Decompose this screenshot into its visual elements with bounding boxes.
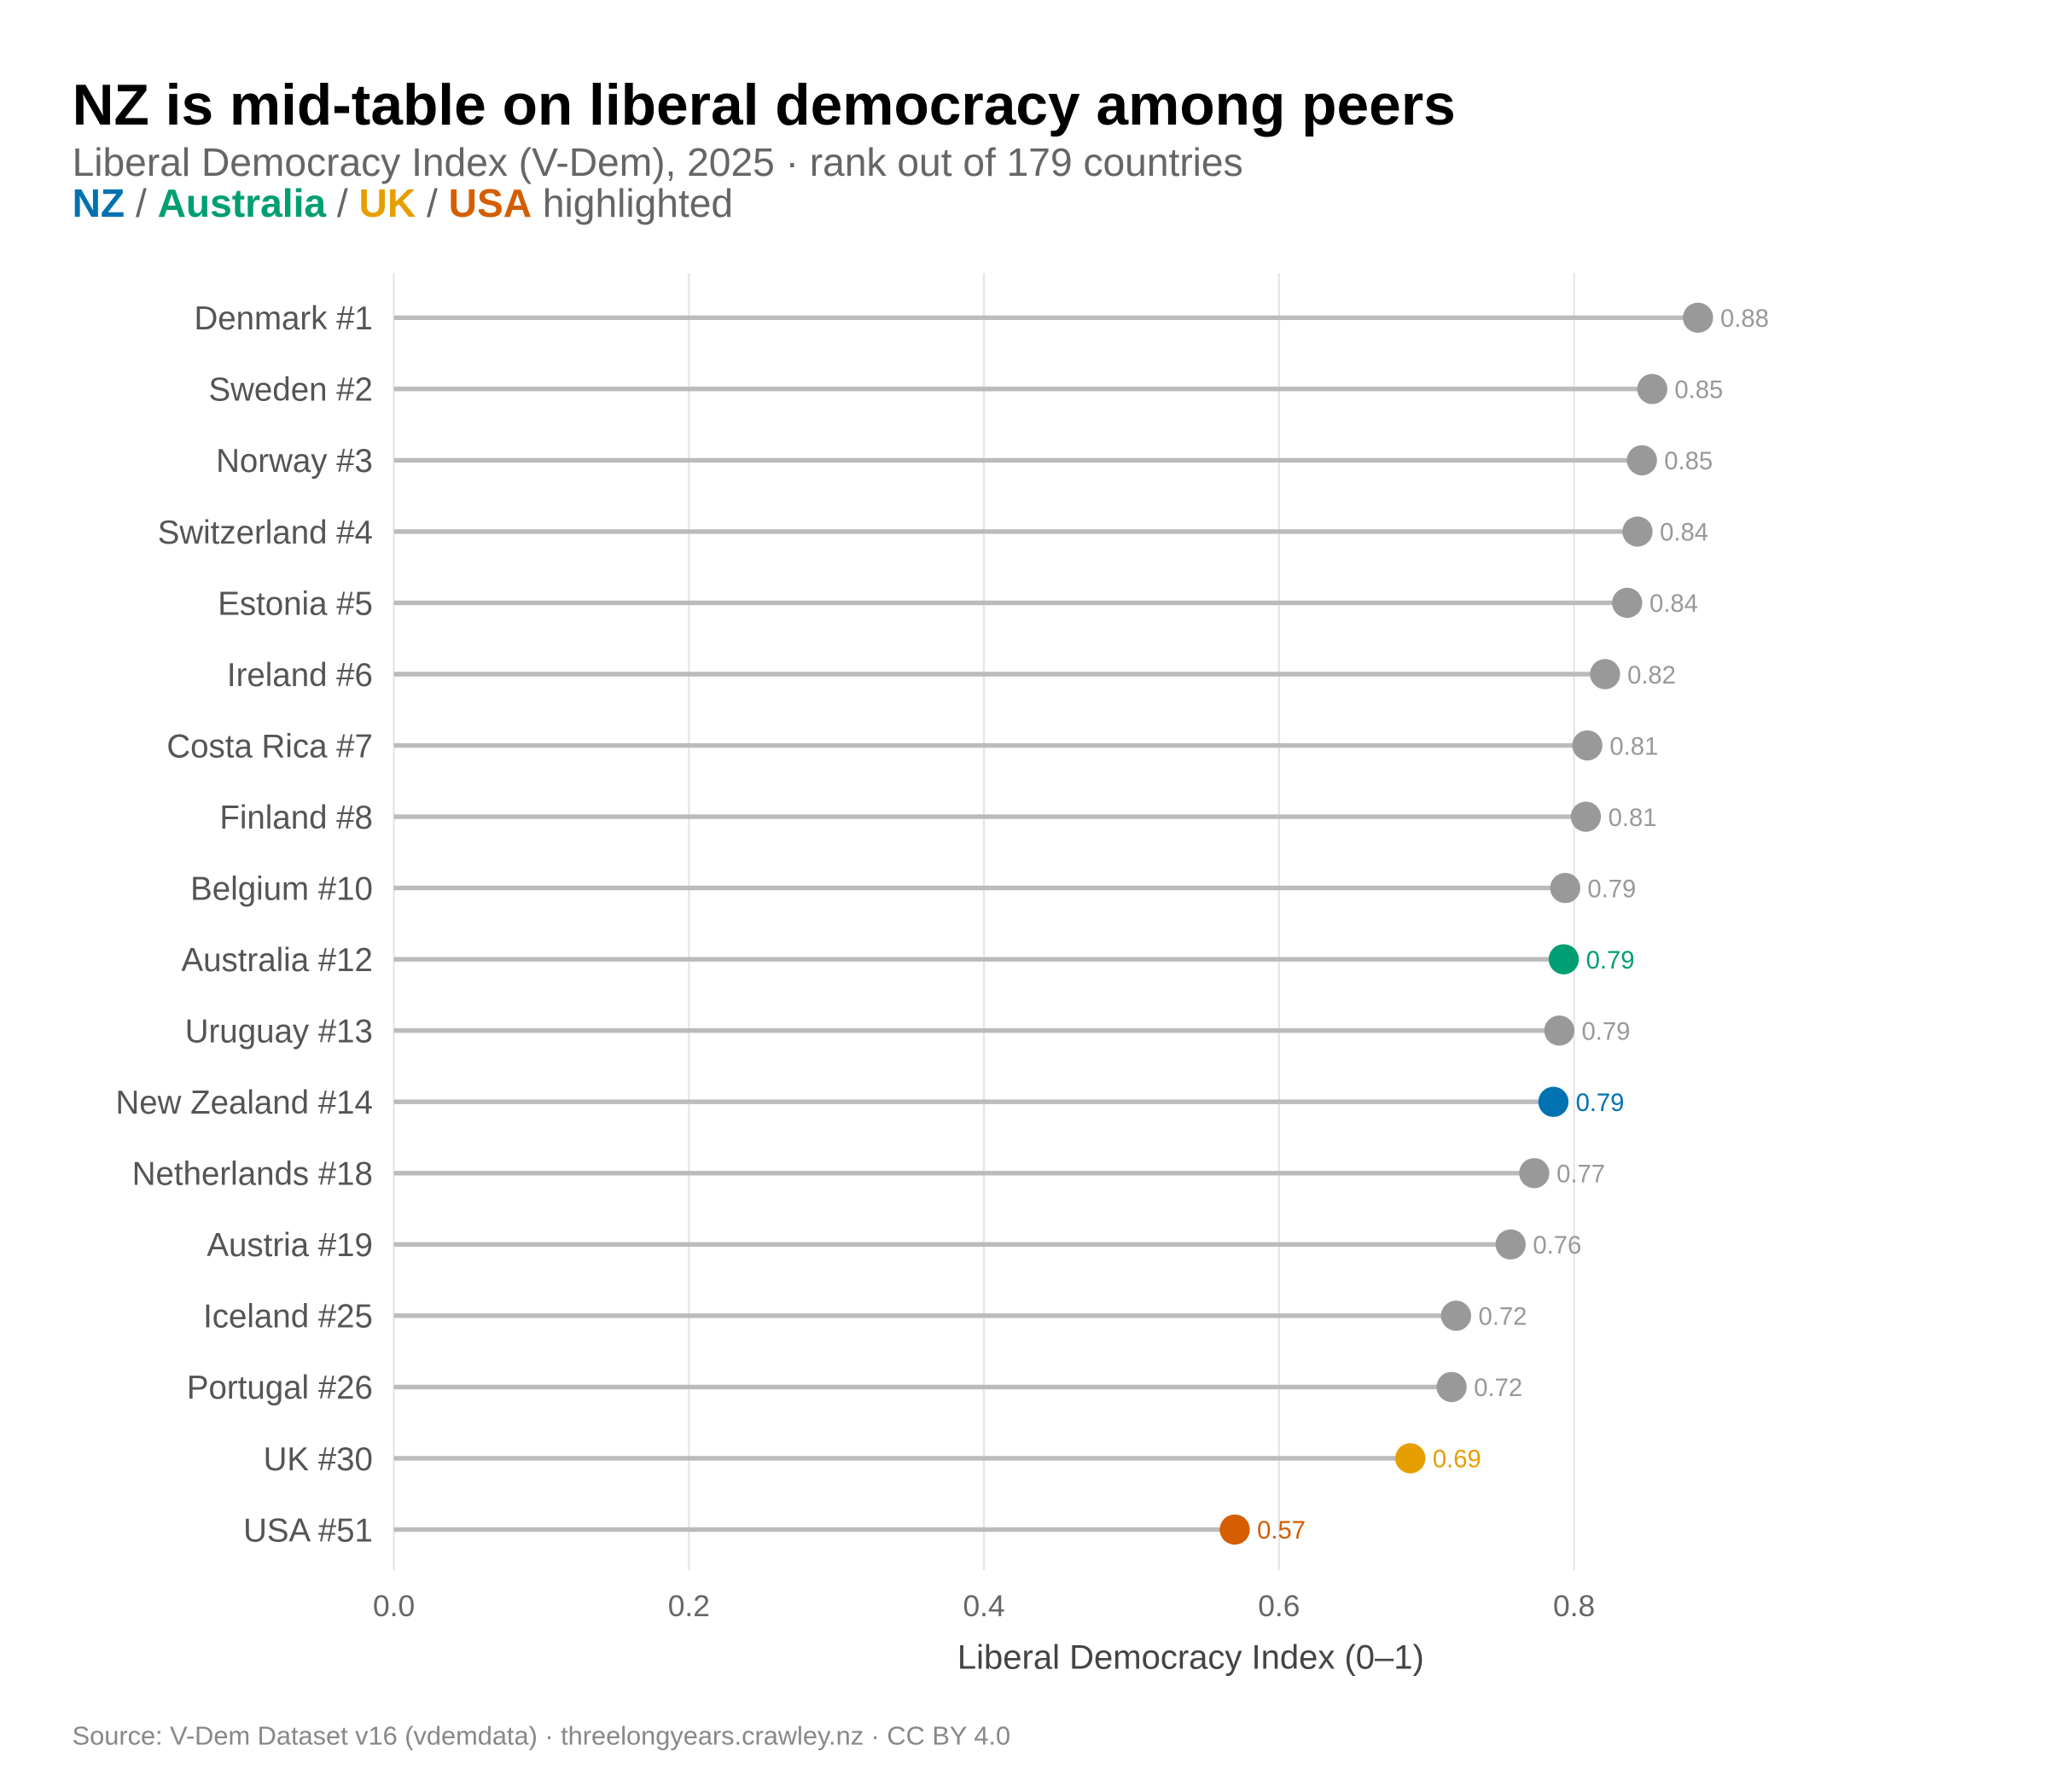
y-label: Costa Rica #7 [166,728,373,765]
row: Ireland #6 0.82 [227,657,1676,694]
dot [1395,1443,1426,1474]
dot [1519,1158,1550,1189]
chart-title: NZ is mid-table on liberal democracy amo… [73,73,1456,137]
y-label: Sweden #2 [209,372,373,409]
x-axis-ticks: 0.0 0.2 0.4 0.6 0.8 [373,1590,1595,1623]
dot [1219,1514,1250,1545]
row: Norway #3 0.85 [216,443,1713,480]
dot [1683,302,1713,333]
value-label: 0.79 [1586,947,1635,975]
highlight-part: highlighted [532,181,733,225]
highlight-part: Australia [158,181,327,225]
value-label: 0.77 [1556,1161,1605,1189]
dot [1637,374,1667,404]
highlight-part: / [326,181,358,225]
value-label: 0.76 [1533,1232,1581,1260]
y-label: Portugal #26 [187,1370,373,1406]
row: USA #51 0.57 [243,1512,1306,1549]
y-label: Uruguay #13 [185,1014,373,1050]
highlight-part: USA [449,181,532,225]
dot [1495,1229,1526,1260]
dot [1550,872,1580,904]
dot [1436,1371,1467,1403]
y-label: Denmark #1 [194,300,372,337]
x-axis-title: Liberal Democracy Index (0–1) [957,1638,1424,1676]
dot [1622,516,1653,547]
value-label: 0.57 [1257,1517,1306,1545]
row: Uruguay #13 0.79 [185,1014,1631,1050]
value-label: 0.79 [1587,876,1636,903]
y-label: UK #30 [264,1441,373,1478]
highlight-legend: NZ / Australia / UK / USA highlighted [73,181,733,225]
y-label: Ireland #6 [227,657,373,694]
value-label: 0.88 [1720,305,1769,333]
x-tick-label: 0.4 [963,1590,1004,1623]
row: Sweden #2 0.85 [209,372,1724,409]
dot [1570,801,1602,832]
x-tick-label: 0.2 [668,1590,710,1623]
value-label: 0.79 [1581,1018,1630,1045]
dot [1544,1015,1575,1046]
highlight-part: NZ [73,181,125,225]
source-caption: Source: V-Dem Dataset v16 (vdemdata) · t… [73,1721,1011,1751]
value-label: 0.85 [1674,377,1723,404]
value-label: 0.81 [1609,733,1658,760]
y-label: Switzerland #4 [158,515,373,551]
value-label: 0.84 [1649,591,1698,618]
x-tick-label: 0.8 [1553,1590,1595,1623]
chart-subtitle: Liberal Democracy Index (V-Dem), 2025 · … [73,140,1243,184]
gridlines [393,273,1575,1570]
highlight-part: / [416,181,448,225]
row: Estonia #5 0.84 [218,585,1698,622]
y-label: USA #51 [243,1512,373,1549]
dot [1572,730,1603,761]
value-label: 0.85 [1664,448,1713,475]
value-label: 0.82 [1627,662,1676,689]
y-label: Iceland #25 [203,1299,373,1335]
dot [1440,1300,1471,1331]
dot [1612,587,1643,619]
dot [1538,1086,1569,1117]
y-label: Norway #3 [216,443,373,480]
row: Iceland #25 0.72 [203,1299,1527,1335]
highlight-part: UK [359,181,416,225]
y-label: Australia #12 [181,942,372,979]
y-label: New Zealand #14 [116,1085,373,1121]
y-label: Austria #19 [207,1227,373,1264]
row: Denmark #1 0.88 [194,300,1768,337]
value-label: 0.81 [1609,805,1657,832]
y-label: Belgium #10 [190,870,373,907]
row: Portugal #26 0.72 [187,1370,1522,1406]
row: Finland #8 0.81 [219,800,1656,836]
data-rows: Denmark #1 0.88 Sweden #2 0.85 Norway #3 0.85… [116,300,1769,1549]
row: Switzerland #4 0.84 [158,515,1708,551]
highlight-part: / [125,181,157,225]
y-label: Netherlands #18 [132,1156,373,1193]
row: Costa Rica #7 0.81 [166,728,1658,765]
value-label: 0.69 [1433,1446,1481,1474]
row: New Zealand #14 0.79 [116,1085,1625,1121]
row: Austria #19 0.76 [207,1227,1581,1264]
dot [1626,445,1657,476]
dot [1590,659,1620,689]
y-label: Finland #8 [219,800,373,836]
row: UK #30 0.69 [264,1441,1481,1478]
row: Netherlands #18 0.77 [132,1156,1605,1193]
x-tick-label: 0.6 [1258,1590,1300,1623]
value-label: 0.72 [1478,1304,1527,1331]
row: Belgium #10 0.79 [190,870,1636,907]
y-label: Estonia #5 [218,585,373,622]
value-label: 0.84 [1660,520,1708,547]
value-label: 0.79 [1576,1090,1625,1117]
dot [1548,944,1580,975]
row: Australia #12 0.79 [181,942,1634,979]
value-label: 0.72 [1474,1375,1522,1402]
x-tick-label: 0.0 [373,1590,415,1623]
